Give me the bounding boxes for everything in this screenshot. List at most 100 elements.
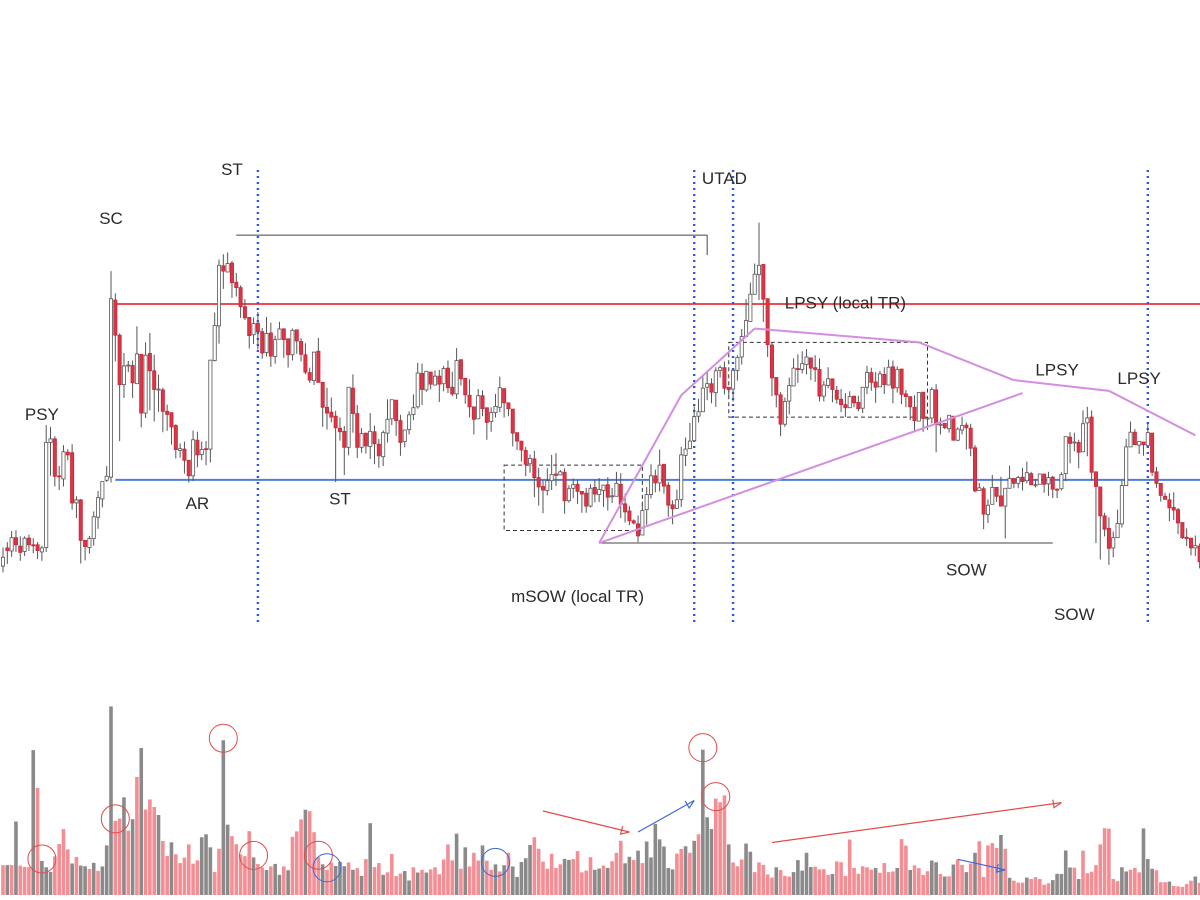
candle-down — [450, 386, 455, 395]
candle-down — [998, 495, 1003, 507]
candle-down — [994, 486, 999, 497]
volume-bar — [523, 858, 528, 895]
volume-bar — [973, 852, 977, 895]
volume-bar — [31, 750, 36, 895]
candle-up — [415, 372, 420, 408]
candle-down — [113, 299, 118, 336]
candle-down — [873, 381, 878, 388]
volume-bar — [1128, 869, 1133, 895]
volume-bar — [631, 859, 636, 895]
volume-bar — [441, 859, 446, 895]
candle-down — [316, 350, 321, 383]
volume-bar — [1050, 880, 1055, 895]
candle-down — [843, 404, 848, 409]
volume-bar — [204, 834, 208, 895]
volume-bar — [999, 834, 1003, 895]
volume-bar — [74, 856, 79, 895]
candle-up — [359, 433, 364, 448]
candle-up — [739, 336, 744, 358]
volume-bar — [618, 840, 623, 895]
candle-up — [804, 356, 809, 365]
volume-arrow — [771, 802, 1062, 844]
volume-bar — [813, 866, 817, 895]
volume-bar — [247, 831, 252, 895]
candle-up — [1145, 432, 1150, 446]
candle-down — [242, 306, 247, 319]
trend-line — [918, 341, 1015, 382]
volume-bar — [1158, 882, 1163, 895]
event-label: LPSY — [1117, 369, 1160, 388]
volume-bar — [748, 851, 753, 895]
volume-bar — [303, 809, 308, 895]
volume-bar — [726, 844, 731, 895]
candle-down — [519, 440, 524, 451]
volume-bar — [390, 854, 394, 895]
candle-down — [903, 393, 908, 398]
candle-up — [96, 497, 101, 518]
volume-bar — [1184, 884, 1189, 895]
volume-bar — [1180, 886, 1185, 895]
candle-up — [191, 439, 196, 477]
candle-down — [808, 357, 813, 369]
event-label: AR — [186, 494, 210, 513]
candle-down — [856, 401, 861, 410]
candle-down — [778, 394, 783, 425]
candle-down — [329, 411, 334, 418]
candle-up — [22, 537, 27, 552]
volume-bar — [675, 853, 679, 895]
volume-bar — [199, 837, 204, 895]
volume-bar — [731, 862, 735, 895]
volume-bar — [1085, 873, 1090, 895]
candle-down — [562, 471, 567, 502]
volume-bar — [541, 861, 545, 895]
volume-bar — [498, 871, 502, 895]
volume-bar — [122, 797, 126, 895]
candle-up — [960, 425, 965, 431]
volume-bar — [299, 819, 303, 895]
candle-down — [1098, 486, 1103, 517]
volume-bar — [27, 867, 31, 895]
candle-down — [774, 377, 779, 396]
volume-bar — [1046, 883, 1051, 895]
candle-up — [134, 353, 139, 385]
candle-down — [35, 544, 40, 551]
volume-arrow — [542, 810, 630, 833]
candle-down — [337, 427, 342, 433]
volume-bar — [342, 866, 347, 895]
volume-bar — [1111, 879, 1116, 895]
volume-bar — [359, 875, 364, 895]
volume-bar — [1107, 828, 1111, 895]
candle-down — [324, 406, 329, 414]
volume-bar — [251, 857, 256, 895]
candle-up — [44, 442, 49, 548]
candle-down — [769, 344, 774, 379]
candle-down — [147, 353, 152, 372]
volume-bar — [57, 843, 61, 895]
volume-marker-circle — [27, 844, 57, 874]
volume-bar — [83, 866, 87, 895]
candle-down — [303, 354, 308, 373]
volume-bar — [225, 824, 230, 895]
candle-down — [666, 484, 671, 506]
candle-down — [467, 394, 472, 408]
volume-bar — [942, 876, 947, 895]
candle-up — [312, 351, 317, 381]
candle-down — [532, 458, 537, 479]
candle-down — [908, 396, 913, 408]
candle-up — [687, 440, 692, 450]
candle-down — [182, 448, 187, 461]
volume-arrow — [637, 799, 695, 833]
candle-down — [1163, 495, 1168, 500]
candle-down — [255, 322, 260, 333]
volume-bar — [1025, 877, 1029, 895]
candle-down — [1068, 436, 1073, 444]
range-box — [503, 464, 643, 532]
candle-up — [588, 487, 593, 507]
candle-down — [942, 422, 947, 429]
volume-bar — [1150, 868, 1154, 895]
volume-bar — [156, 814, 161, 895]
candle-down — [817, 369, 822, 397]
volume-bar — [485, 860, 489, 895]
candle-down — [839, 398, 844, 406]
event-label: SC — [99, 209, 123, 228]
